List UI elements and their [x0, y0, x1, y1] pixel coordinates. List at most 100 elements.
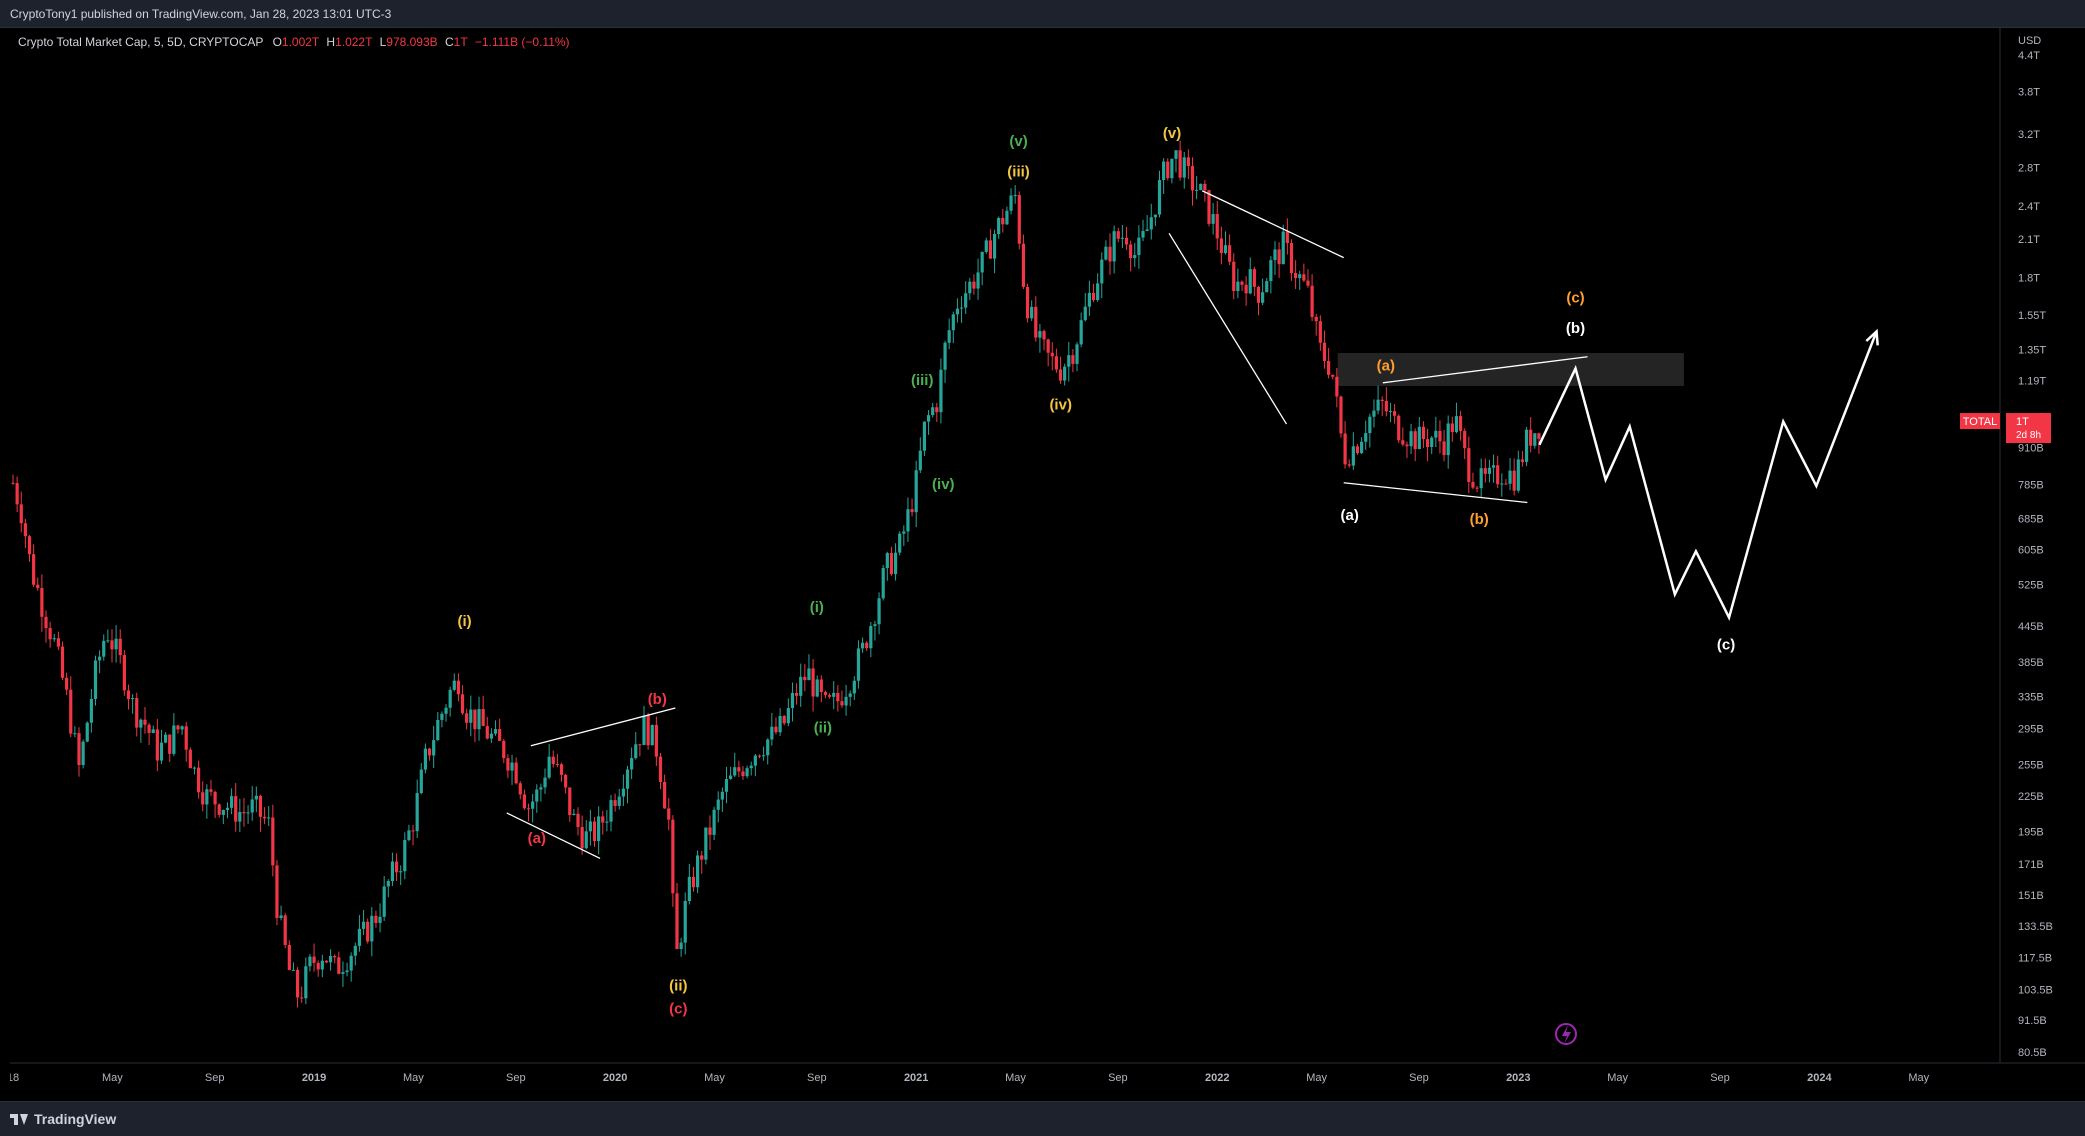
time-tick-label: May	[1005, 1072, 1026, 1084]
candle-body	[1372, 410, 1376, 417]
candle-body	[852, 680, 856, 694]
candle-body	[1331, 374, 1335, 377]
candle-body	[1277, 249, 1281, 265]
candle-body	[135, 698, 139, 728]
candle-body	[617, 796, 621, 806]
candle-body	[531, 801, 535, 809]
price-tick-label: 1.8T	[2018, 273, 2040, 285]
candle-body	[89, 698, 93, 723]
wave-label-5: (i)	[810, 599, 824, 616]
candle-body	[733, 767, 737, 776]
candle-body	[510, 762, 514, 771]
candle-body	[1413, 431, 1417, 450]
candle-body	[823, 692, 828, 696]
candle-body	[1458, 416, 1463, 431]
candle-body	[799, 676, 803, 696]
candle-body	[1294, 273, 1298, 279]
price-tick-label: 195B	[2018, 826, 2044, 838]
time-tick-label: Sep	[1409, 1072, 1429, 1084]
candle-body	[370, 915, 374, 942]
candle-body	[238, 812, 242, 822]
price-tick-label: 3.2T	[2018, 129, 2040, 141]
candle-body	[1186, 157, 1190, 167]
candle-body	[609, 800, 613, 822]
candle-body	[1256, 286, 1261, 303]
candle-body	[1240, 281, 1244, 285]
candle-body	[341, 972, 345, 974]
candle-body	[320, 960, 324, 970]
candle-body	[1021, 243, 1026, 287]
candle-body	[440, 713, 444, 720]
candle-body	[1141, 231, 1145, 238]
high-label: H	[326, 35, 336, 49]
candle-body	[848, 693, 852, 697]
candle-body	[683, 900, 687, 943]
candle-body	[267, 817, 271, 819]
candle-body	[675, 893, 679, 950]
price-tick-label: 3.8T	[2018, 86, 2040, 98]
publisher-text: CryptoTony1 published on TradingView.com…	[10, 7, 392, 21]
wave-label-12: (iv)	[1049, 397, 1072, 414]
candle-body	[704, 827, 708, 860]
candle-body	[992, 234, 997, 259]
candle-body	[568, 787, 572, 816]
candle-body	[1425, 439, 1430, 447]
candle-body	[1438, 430, 1442, 442]
candle-body	[1034, 306, 1038, 338]
candle-body	[1384, 401, 1388, 412]
candle-body	[287, 945, 291, 970]
price-tick-label: 525B	[2018, 580, 2044, 592]
candle-body	[1397, 415, 1401, 441]
candle-body	[357, 928, 362, 946]
candle-body	[687, 876, 691, 901]
symbol-name[interactable]: Crypto Total Market Cap, 5, 5D, CRYPTOCA…	[18, 35, 264, 49]
candle-body	[333, 955, 337, 958]
candle-body	[572, 813, 576, 816]
candle-body	[436, 719, 440, 741]
candle-body	[1475, 487, 1479, 489]
candle-body	[69, 689, 73, 734]
candle-body	[386, 881, 390, 887]
candle-body	[432, 740, 436, 756]
candle-body	[1244, 284, 1248, 294]
candle-body	[444, 707, 448, 714]
price-tick-label: 1.35T	[2018, 344, 2046, 356]
wave-label-14: (a)	[1377, 357, 1395, 374]
candle-body	[551, 756, 555, 765]
candle-body	[910, 509, 914, 513]
candle-body	[770, 726, 774, 740]
chart-area[interactable]: (i) (ii) (c) (a) (b) (i) (ii) (iii) (iv) (v) (iii)…	[10, 28, 2085, 1100]
candle-body	[48, 627, 52, 640]
candle-body	[452, 680, 456, 690]
candle-body	[399, 871, 403, 873]
candle-body	[481, 709, 485, 727]
time-tick-label: May	[1306, 1072, 1327, 1084]
wave-label-3: (a)	[528, 830, 546, 847]
candle-body	[1223, 245, 1228, 254]
candle-body	[155, 729, 159, 761]
price-chart[interactable]: (i) (ii) (c) (a) (b) (i) (ii) (iii) (iv) (v) (iii)…	[10, 28, 2085, 1100]
price-tick-label: 605B	[2018, 544, 2044, 556]
candle-body	[180, 726, 184, 730]
candle-body	[658, 756, 663, 782]
candle-body	[460, 694, 465, 714]
candle-body	[984, 240, 988, 252]
time-tick-label: Sep	[205, 1072, 225, 1084]
price-tick-label: 445B	[2018, 621, 2044, 633]
candle-body	[786, 708, 790, 724]
candle-body	[584, 831, 588, 849]
symbol-legend[interactable]: Crypto Total Market Cap, 5, 5D, CRYPTOCA…	[18, 35, 570, 49]
candle-body	[898, 533, 902, 553]
candle-body	[1050, 352, 1054, 357]
candle-body	[543, 777, 547, 788]
candle-body	[1281, 231, 1285, 265]
candle-body	[242, 812, 246, 814]
candle-body	[36, 584, 40, 589]
candle-body	[745, 768, 749, 777]
tradingview-logo[interactable]: TradingView	[10, 1111, 116, 1127]
footer-bar: TradingView	[0, 1101, 2085, 1136]
candle-body	[988, 240, 993, 259]
wave-label-1: (ii)	[669, 978, 687, 995]
candle-body	[592, 821, 597, 842]
candle-body	[1009, 195, 1013, 211]
